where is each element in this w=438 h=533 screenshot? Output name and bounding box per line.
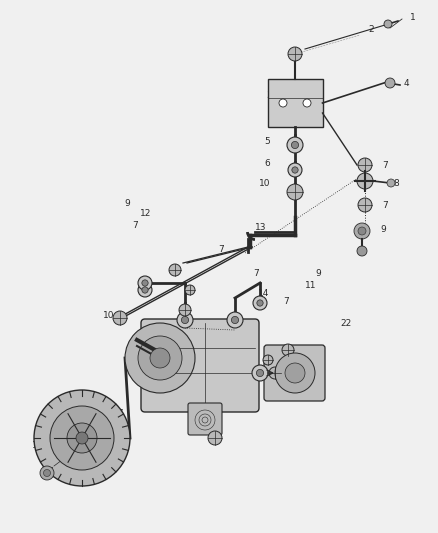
Circle shape (142, 287, 148, 293)
Text: 9: 9 (380, 224, 386, 233)
Circle shape (177, 312, 193, 328)
Circle shape (288, 163, 302, 177)
Circle shape (43, 470, 50, 477)
Text: 7: 7 (253, 269, 259, 278)
Circle shape (358, 158, 372, 172)
Text: 15: 15 (230, 349, 241, 358)
Circle shape (357, 246, 367, 256)
Text: 7: 7 (382, 200, 388, 209)
Text: 22: 22 (340, 319, 351, 327)
Circle shape (291, 141, 299, 149)
Circle shape (256, 369, 264, 377)
Circle shape (358, 198, 372, 212)
FancyBboxPatch shape (188, 403, 222, 435)
Circle shape (253, 296, 267, 310)
Text: 3: 3 (266, 92, 272, 101)
Circle shape (279, 99, 287, 107)
Circle shape (358, 227, 366, 235)
Circle shape (275, 353, 315, 393)
Text: 7: 7 (283, 296, 289, 305)
Circle shape (208, 431, 222, 445)
Text: 2: 2 (368, 26, 374, 35)
Text: 16: 16 (148, 386, 159, 395)
Text: 10: 10 (103, 311, 114, 319)
Circle shape (150, 348, 170, 368)
Text: 8: 8 (393, 179, 399, 188)
Circle shape (113, 311, 127, 325)
Text: 18: 18 (32, 440, 43, 449)
Circle shape (282, 344, 294, 356)
Circle shape (357, 173, 373, 189)
Circle shape (181, 317, 189, 324)
Text: 1: 1 (410, 13, 416, 22)
Circle shape (303, 99, 311, 107)
Circle shape (67, 423, 97, 453)
Circle shape (185, 285, 195, 295)
Text: 13: 13 (255, 223, 266, 232)
Circle shape (387, 179, 395, 187)
Circle shape (384, 20, 392, 28)
Text: 10: 10 (258, 180, 270, 189)
Text: 7: 7 (132, 221, 138, 230)
Circle shape (227, 312, 243, 328)
Circle shape (142, 280, 148, 286)
Circle shape (287, 184, 303, 200)
Circle shape (76, 432, 88, 444)
Circle shape (257, 300, 263, 306)
Circle shape (138, 276, 152, 290)
Text: 14: 14 (258, 288, 269, 297)
Circle shape (292, 167, 298, 173)
Circle shape (179, 304, 191, 316)
Circle shape (269, 367, 281, 379)
Circle shape (50, 406, 114, 470)
Text: 7: 7 (218, 246, 224, 254)
Text: 4: 4 (404, 78, 410, 87)
Circle shape (169, 264, 181, 276)
Circle shape (263, 355, 273, 365)
Circle shape (40, 466, 54, 480)
Circle shape (385, 78, 395, 88)
Circle shape (288, 47, 302, 61)
FancyBboxPatch shape (264, 345, 325, 401)
Circle shape (287, 137, 303, 153)
Text: 6: 6 (264, 158, 270, 167)
Text: 5: 5 (264, 136, 270, 146)
Text: 11: 11 (305, 280, 317, 289)
FancyBboxPatch shape (141, 319, 259, 412)
Bar (268, 79, 322, 127)
Text: 12: 12 (140, 208, 152, 217)
Circle shape (285, 363, 305, 383)
Text: 9: 9 (124, 198, 130, 207)
Circle shape (138, 283, 152, 297)
Circle shape (354, 223, 370, 239)
Text: 17: 17 (113, 408, 124, 417)
Circle shape (231, 317, 239, 324)
Text: 9: 9 (315, 269, 321, 278)
Text: 7: 7 (382, 160, 388, 169)
Circle shape (34, 390, 130, 486)
Circle shape (252, 365, 268, 381)
Circle shape (125, 323, 195, 393)
Circle shape (138, 336, 182, 380)
